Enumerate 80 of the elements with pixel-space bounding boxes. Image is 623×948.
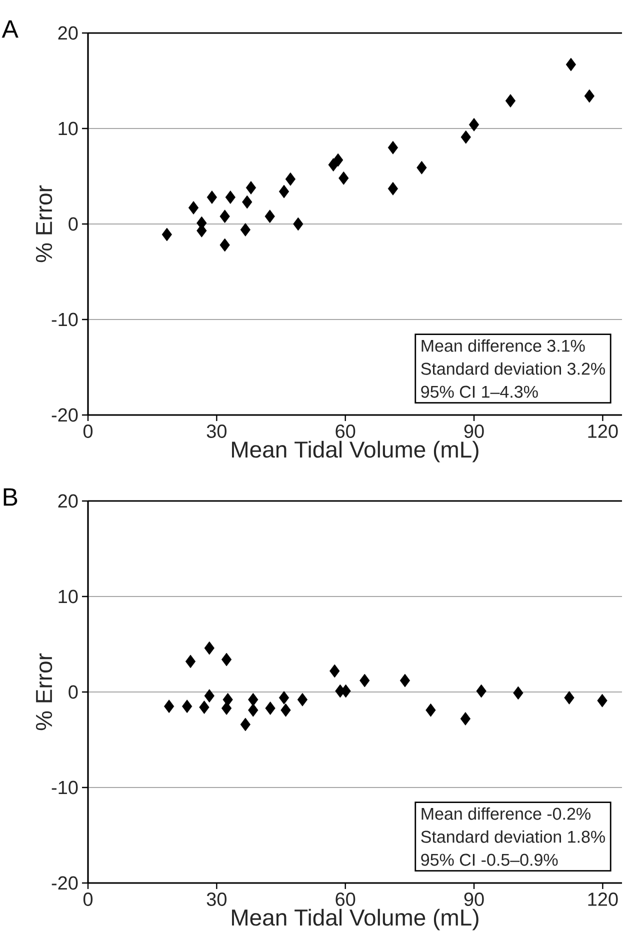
x-axis-title: Mean Tidal Volume (mL): [232, 908, 478, 930]
x-tick-label: 120: [588, 424, 618, 438]
point: [293, 217, 304, 231]
y-tick-label: 20: [58, 26, 78, 40]
point: [220, 238, 230, 252]
point: [564, 691, 574, 704]
point: [265, 702, 276, 715]
point: [460, 712, 471, 726]
annotation: 95% CI 1–4.3%: [421, 386, 538, 398]
point: [476, 684, 486, 698]
point: [584, 89, 594, 103]
point: [182, 700, 192, 714]
y-tick-label: -10: [52, 780, 78, 794]
point: [204, 689, 214, 703]
point: [513, 686, 524, 700]
x-tick-label: 0: [83, 892, 93, 906]
x-tick-label: 90: [464, 892, 484, 906]
point: [297, 692, 308, 706]
y-tick-label: 10: [58, 122, 78, 136]
point: [340, 684, 351, 698]
point: [460, 130, 471, 144]
x-tick-label: 60: [336, 892, 356, 906]
point: [285, 172, 296, 186]
point: [221, 702, 232, 715]
x-tick-label: 30: [206, 424, 226, 438]
point: [206, 190, 218, 204]
point: [264, 210, 275, 224]
x-tick-label: 120: [588, 892, 618, 906]
point: [566, 58, 576, 72]
point: [225, 190, 236, 204]
point: [330, 664, 340, 678]
annotation: Mean difference -0.2%: [422, 807, 590, 820]
chart-title: A: [2, 20, 18, 38]
point: [280, 703, 291, 717]
x-tick-label: 0: [83, 424, 93, 438]
y-axis-title: % Error: [36, 653, 52, 730]
y-tick-label: -10: [52, 312, 78, 326]
y-tick-label: 10: [58, 590, 78, 604]
point: [188, 201, 199, 214]
point: [278, 184, 290, 198]
point: [199, 700, 210, 714]
point: [278, 691, 290, 704]
annotation: Mean difference 3.1%: [422, 339, 585, 352]
point: [185, 654, 196, 668]
point: [240, 718, 250, 732]
y-tick-label: 0: [68, 217, 78, 231]
y-tick-label: 0: [68, 685, 78, 699]
point: [505, 94, 516, 108]
point: [468, 118, 480, 132]
point: [338, 171, 349, 185]
point: [388, 182, 398, 196]
annotation: 95% CI -0.5–0.9%: [421, 854, 558, 866]
annotation: Standard deviation 1.8%: [421, 830, 605, 843]
point: [248, 703, 258, 717]
y-tick-label: 20: [58, 494, 78, 508]
point: [162, 228, 172, 242]
point: [246, 181, 256, 194]
point: [204, 641, 214, 655]
point: [597, 694, 608, 708]
x-tick-label: 90: [464, 424, 484, 438]
y-tick-label: -20: [52, 876, 78, 890]
x-axis-title: Mean Tidal Volume (mL): [232, 440, 478, 462]
point: [240, 223, 250, 236]
point: [242, 195, 252, 209]
point: [416, 160, 427, 174]
chart-title: B: [4, 488, 18, 506]
y-axis-title: % Error: [36, 185, 52, 262]
y-tick-label: -20: [52, 408, 78, 422]
point: [400, 674, 410, 688]
point: [388, 140, 398, 154]
point: [360, 674, 370, 688]
x-tick-label: 30: [206, 892, 226, 906]
point: [221, 652, 232, 666]
point: [164, 700, 174, 714]
point: [248, 692, 258, 706]
x-tick-label: 60: [336, 424, 356, 438]
point: [426, 703, 436, 717]
point: [332, 153, 344, 167]
point: [220, 210, 230, 224]
annotation: Standard deviation 3.2%: [421, 362, 605, 375]
